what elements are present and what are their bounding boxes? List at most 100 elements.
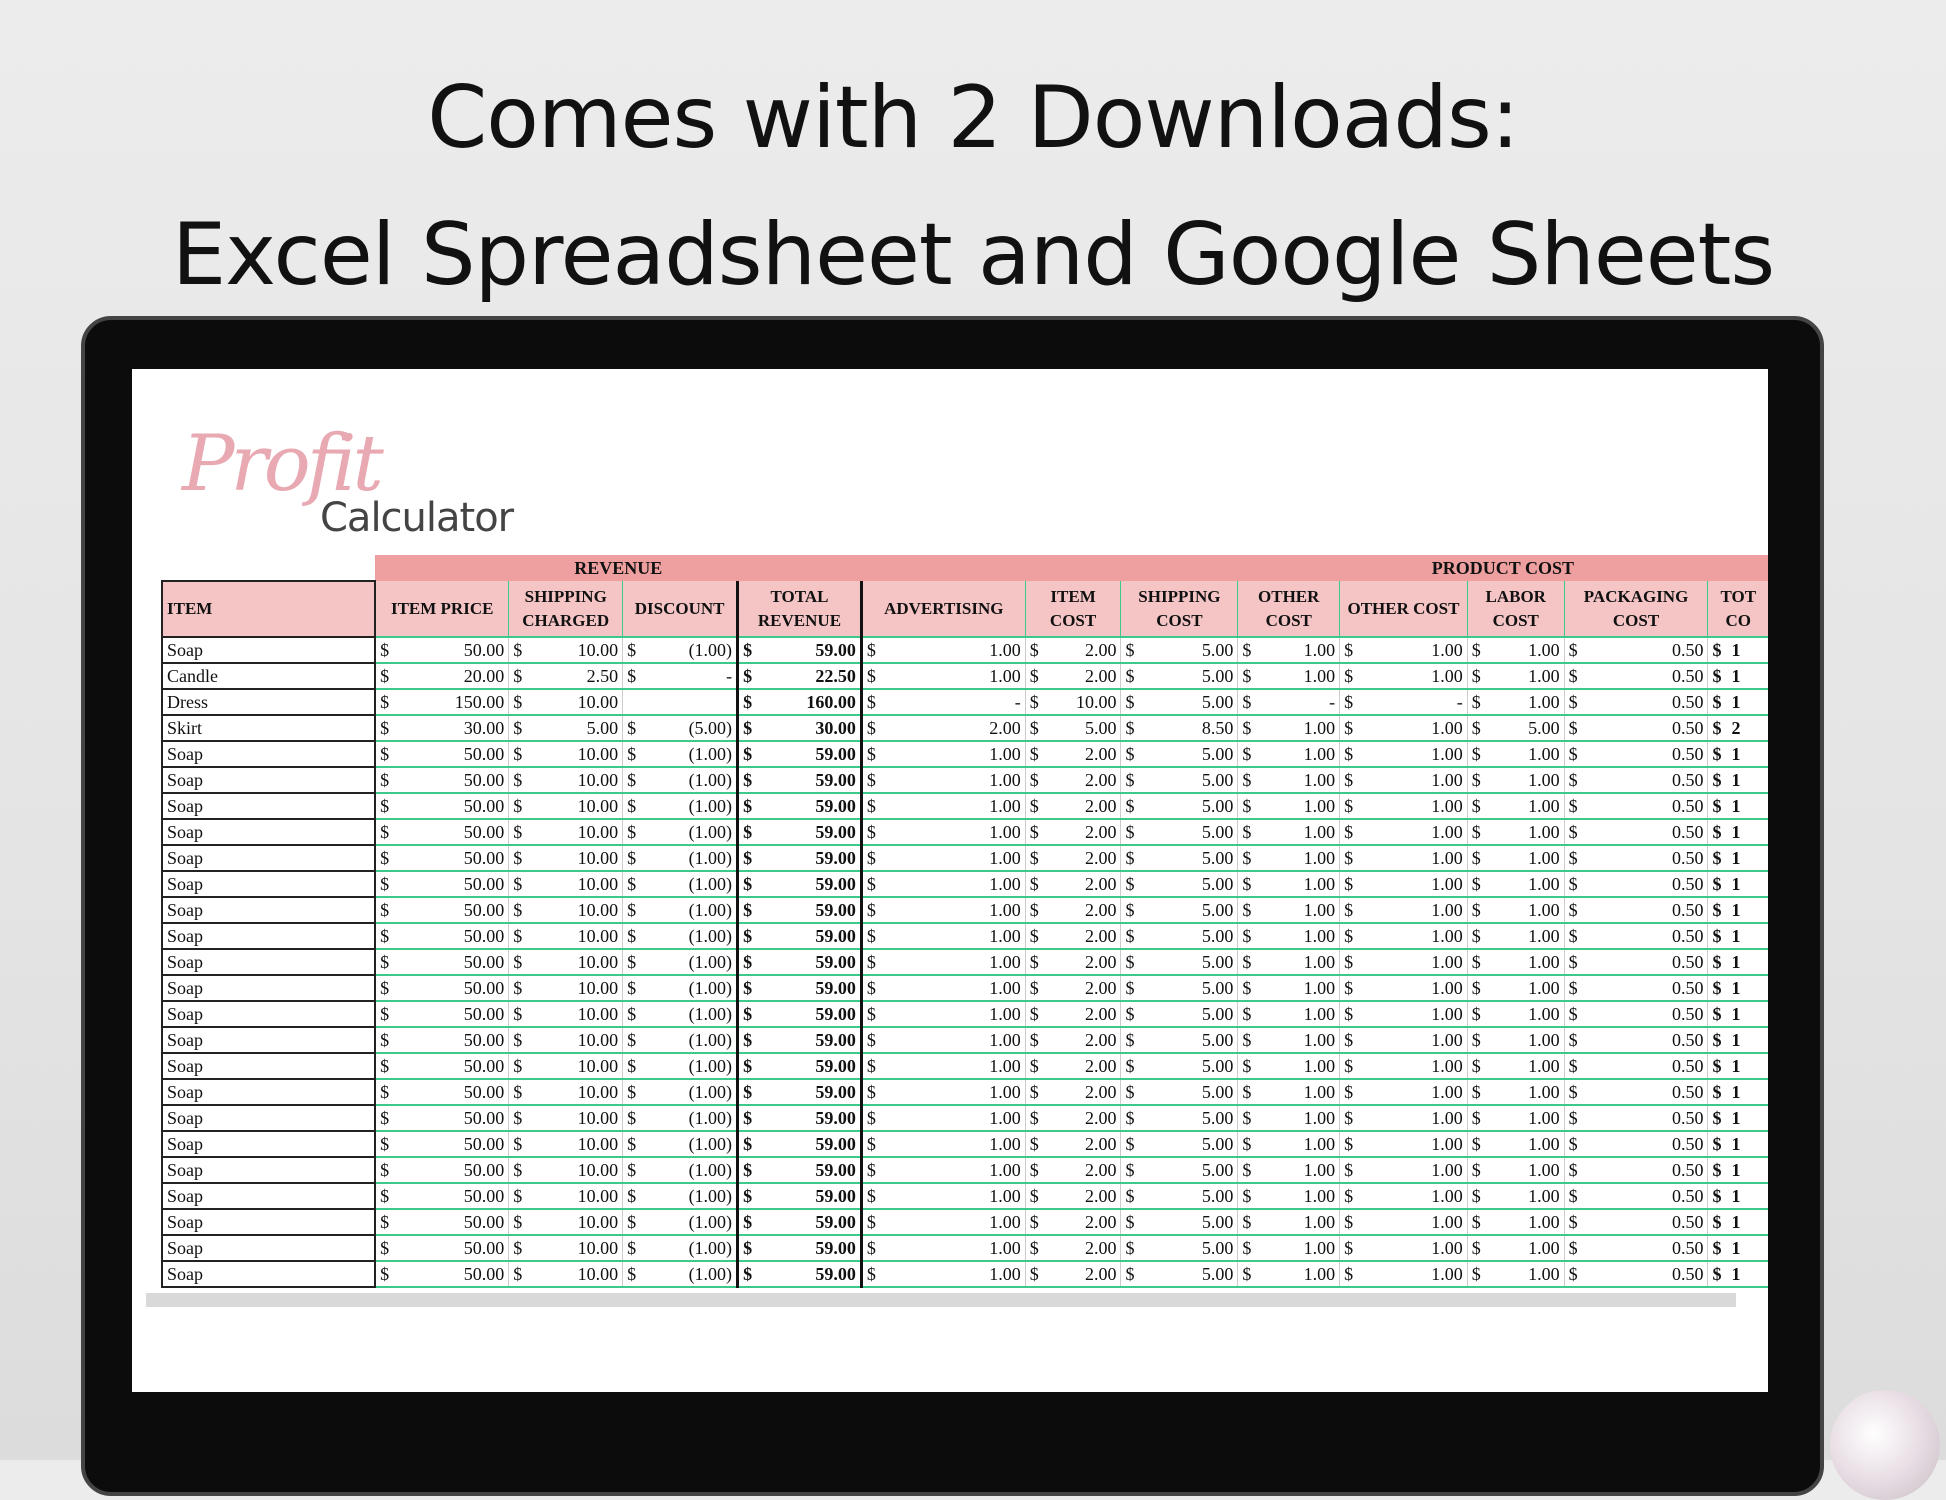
- value-cell[interactable]: $5.00: [1120, 767, 1238, 794]
- item-cell[interactable]: Soap: [160, 845, 377, 872]
- value-cell[interactable]: $ (1.00): [622, 767, 738, 794]
- value-cell[interactable]: $10.00: [508, 819, 623, 846]
- value-cell[interactable]: $5.00: [1120, 793, 1238, 820]
- value-cell[interactable]: $1: [1707, 1157, 1768, 1184]
- value-cell[interactable]: $5.00: [1120, 637, 1238, 664]
- value-cell[interactable]: $10.00: [508, 689, 623, 716]
- value-cell[interactable]: $50.00: [374, 975, 509, 1002]
- value-cell[interactable]: $1.00: [860, 871, 1026, 898]
- value-cell[interactable]: $59.00: [736, 845, 863, 872]
- value-cell[interactable]: $1: [1707, 845, 1768, 872]
- value-cell[interactable]: $1.00: [860, 975, 1026, 1002]
- item-cell[interactable]: Soap: [160, 949, 377, 976]
- value-cell[interactable]: $150.00: [374, 689, 509, 716]
- value-cell[interactable]: $59.00: [736, 819, 863, 846]
- item-cell[interactable]: Soap: [160, 1209, 377, 1236]
- value-cell[interactable]: $50.00: [374, 949, 509, 976]
- value-cell[interactable]: $ (1.00): [622, 1053, 738, 1080]
- value-cell[interactable]: $1.00: [1237, 1209, 1340, 1236]
- value-cell[interactable]: $1: [1707, 741, 1768, 768]
- value-cell[interactable]: $10.00: [508, 741, 623, 768]
- value-cell[interactable]: $50.00: [374, 1105, 509, 1132]
- value-cell[interactable]: $1.00: [1339, 1001, 1468, 1028]
- value-cell[interactable]: $ -: [622, 663, 738, 690]
- column-header[interactable]: PACKAGING COST: [1563, 581, 1708, 638]
- value-cell[interactable]: $1.00: [860, 637, 1026, 664]
- column-header[interactable]: LABOR COST: [1466, 581, 1565, 638]
- value-cell[interactable]: $1.00: [860, 949, 1026, 976]
- value-cell[interactable]: $2.00: [1024, 1261, 1121, 1288]
- value-cell[interactable]: $1.00: [1237, 1105, 1340, 1132]
- value-cell[interactable]: $ (1.00): [622, 871, 738, 898]
- value-cell[interactable]: $1: [1707, 923, 1768, 950]
- value-cell[interactable]: $10.00: [508, 845, 623, 872]
- value-cell[interactable]: $2.00: [1024, 637, 1121, 664]
- value-cell[interactable]: $1: [1707, 663, 1768, 690]
- value-cell[interactable]: $1: [1707, 819, 1768, 846]
- value-cell[interactable]: $1.00: [1339, 975, 1468, 1002]
- value-cell[interactable]: $50.00: [374, 637, 509, 664]
- value-cell[interactable]: $59.00: [736, 1053, 863, 1080]
- value-cell[interactable]: $1.00: [1237, 793, 1340, 820]
- value-cell[interactable]: $50.00: [374, 1053, 509, 1080]
- value-cell[interactable]: $5.00: [508, 715, 623, 742]
- value-cell[interactable]: $10.00: [508, 949, 623, 976]
- value-cell[interactable]: $5.00: [1120, 1131, 1238, 1158]
- value-cell[interactable]: $30.00: [736, 715, 863, 742]
- value-cell[interactable]: $1.00: [1339, 637, 1468, 664]
- value-cell[interactable]: $1.00: [1466, 897, 1565, 924]
- value-cell[interactable]: $50.00: [374, 1131, 509, 1158]
- value-cell[interactable]: $1.00: [1237, 1183, 1340, 1210]
- value-cell[interactable]: $1: [1707, 793, 1768, 820]
- value-cell[interactable]: $1.00: [1466, 923, 1565, 950]
- value-cell[interactable]: $59.00: [736, 1209, 863, 1236]
- value-cell[interactable]: $1.00: [1237, 1235, 1340, 1262]
- value-cell[interactable]: $1.00: [1237, 897, 1340, 924]
- value-cell[interactable]: $ (1.00): [622, 1105, 738, 1132]
- value-cell[interactable]: $ (1.00): [622, 793, 738, 820]
- value-cell[interactable]: $5.00: [1120, 1157, 1238, 1184]
- value-cell[interactable]: $10.00: [508, 897, 623, 924]
- value-cell[interactable]: $10.00: [508, 1209, 623, 1236]
- value-cell[interactable]: $50.00: [374, 767, 509, 794]
- value-cell[interactable]: $1.00: [1466, 1053, 1565, 1080]
- value-cell[interactable]: $ (1.00): [622, 1001, 738, 1028]
- value-cell[interactable]: $ (1.00): [622, 819, 738, 846]
- value-cell[interactable]: $59.00: [736, 793, 863, 820]
- value-cell[interactable]: $50.00: [374, 1209, 509, 1236]
- item-cell[interactable]: Soap: [160, 1001, 377, 1028]
- column-header[interactable]: DISCOUNT: [622, 581, 738, 638]
- value-cell[interactable]: $0.50: [1563, 1001, 1708, 1028]
- value-cell[interactable]: $10.00: [508, 1027, 623, 1054]
- column-header[interactable]: ADVERTISING: [860, 581, 1026, 638]
- value-cell[interactable]: $22.50: [736, 663, 863, 690]
- item-cell[interactable]: Soap: [160, 767, 377, 794]
- value-cell[interactable]: $5.00: [1120, 923, 1238, 950]
- value-cell[interactable]: $50.00: [374, 923, 509, 950]
- value-cell[interactable]: $1: [1707, 689, 1768, 716]
- value-cell[interactable]: $1: [1707, 975, 1768, 1002]
- value-cell[interactable]: $2.00: [1024, 1079, 1121, 1106]
- value-cell[interactable]: $5.00: [1120, 1027, 1238, 1054]
- value-cell[interactable]: $ (1.00): [622, 741, 738, 768]
- value-cell[interactable]: $1.00: [1466, 819, 1565, 846]
- value-cell[interactable]: $2.00: [1024, 1131, 1121, 1158]
- value-cell[interactable]: $1.00: [1466, 1209, 1565, 1236]
- value-cell[interactable]: $1: [1707, 767, 1768, 794]
- item-cell[interactable]: Skirt: [160, 715, 377, 742]
- value-cell[interactable]: $2.00: [1024, 767, 1121, 794]
- value-cell[interactable]: $1.00: [860, 741, 1026, 768]
- value-cell[interactable]: $5.00: [1120, 975, 1238, 1002]
- horizontal-scrollbar[interactable]: [146, 1293, 1736, 1307]
- value-cell[interactable]: $ (1.00): [622, 845, 738, 872]
- column-header[interactable]: SHIPPING COST: [1120, 581, 1238, 638]
- value-cell[interactable]: $ (1.00): [622, 975, 738, 1002]
- value-cell[interactable]: $1.00: [1237, 1027, 1340, 1054]
- value-cell[interactable]: $2.00: [1024, 1027, 1121, 1054]
- value-cell[interactable]: $10.00: [508, 1261, 623, 1288]
- value-cell[interactable]: $1.00: [1466, 949, 1565, 976]
- value-cell[interactable]: $1.00: [1237, 1131, 1340, 1158]
- value-cell[interactable]: $50.00: [374, 1235, 509, 1262]
- value-cell[interactable]: $0.50: [1563, 637, 1708, 664]
- value-cell[interactable]: $0.50: [1563, 819, 1708, 846]
